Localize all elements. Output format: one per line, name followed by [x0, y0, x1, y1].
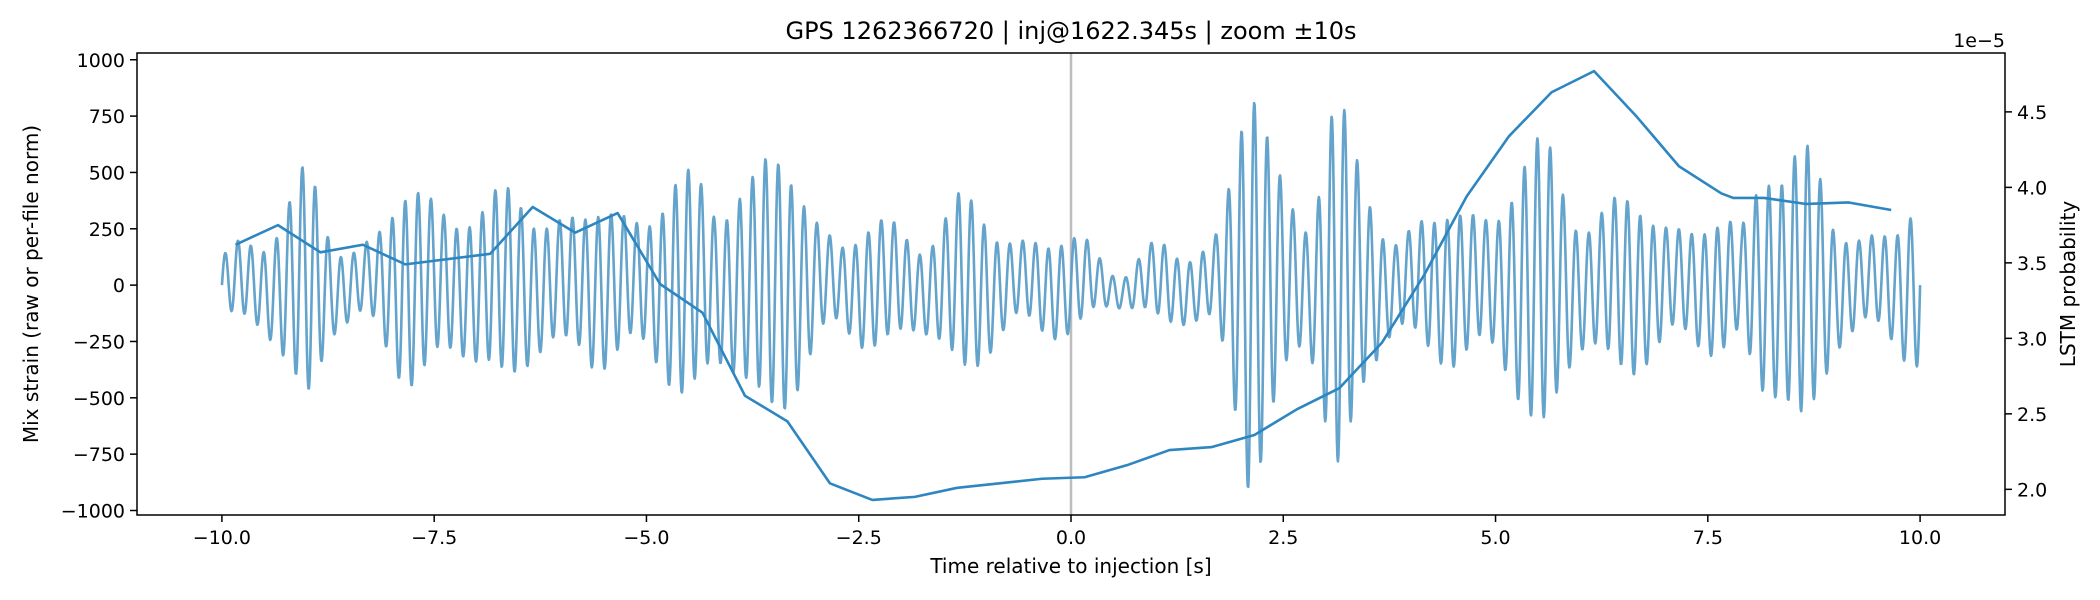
y-right-offset-label: 1e−5 [1953, 30, 2005, 52]
strain-series-group [220, 101, 1922, 489]
y-right-tick-label: 2.0 [2017, 479, 2047, 501]
y-right-tick-label: 2.5 [2017, 404, 2047, 426]
x-tick-label: 0.0 [1056, 527, 1086, 549]
y-left-tick-label: 0 [113, 275, 125, 297]
x-tick-label: −5.0 [623, 527, 669, 549]
x-tick-label: 10.0 [1899, 527, 1941, 549]
y-left-axis-ticks: 1000 750 500 250 0 −250 −500 −750 −1000 [61, 50, 137, 522]
y-left-tick-label: −1000 [61, 500, 125, 522]
y-left-tick-label: −250 [73, 331, 125, 353]
x-tick-label: 5.0 [1480, 527, 1510, 549]
y-left-tick-label: 500 [89, 162, 125, 184]
probability-series-group [234, 69, 1892, 502]
y-right-tick-label: 3.5 [2017, 253, 2047, 275]
x-tick-label: 7.5 [1693, 527, 1723, 549]
y-left-tick-label: 750 [89, 106, 125, 128]
y-right-tick-label: 4.0 [2017, 177, 2047, 199]
x-axis-ticks: −10.0 −7.5 −5.0 −2.5 0.0 2.5 5.0 7.5 10.0 [193, 515, 1941, 549]
x-tick-label: −7.5 [411, 527, 457, 549]
y-left-tick-label: −500 [73, 388, 125, 410]
y-right-tick-label: 3.0 [2017, 328, 2047, 350]
y-right-tick-label: 4.5 [2017, 102, 2047, 124]
y-left-tick-label: 250 [89, 219, 125, 241]
x-axis-label: Time relative to injection [s] [929, 554, 1211, 578]
y-left-axis-label: Mix strain (raw or per-file norm) [19, 125, 43, 443]
chart-title: GPS 1262366720 | inj@1622.345s | zoom ±1… [785, 17, 1356, 45]
x-tick-label: 2.5 [1268, 527, 1298, 549]
probability-series-line [234, 69, 1892, 502]
x-tick-label: −2.5 [836, 527, 882, 549]
strain-series-line [220, 101, 1922, 489]
y-right-axis-ticks: 4.5 4.0 3.5 3.0 2.5 2.0 [2005, 102, 2047, 501]
x-tick-label: −10.0 [193, 527, 251, 549]
y-right-axis-label: LSTM probability [2056, 201, 2080, 368]
y-left-tick-label: −750 [73, 444, 125, 466]
y-left-tick-label: 1000 [77, 50, 125, 72]
